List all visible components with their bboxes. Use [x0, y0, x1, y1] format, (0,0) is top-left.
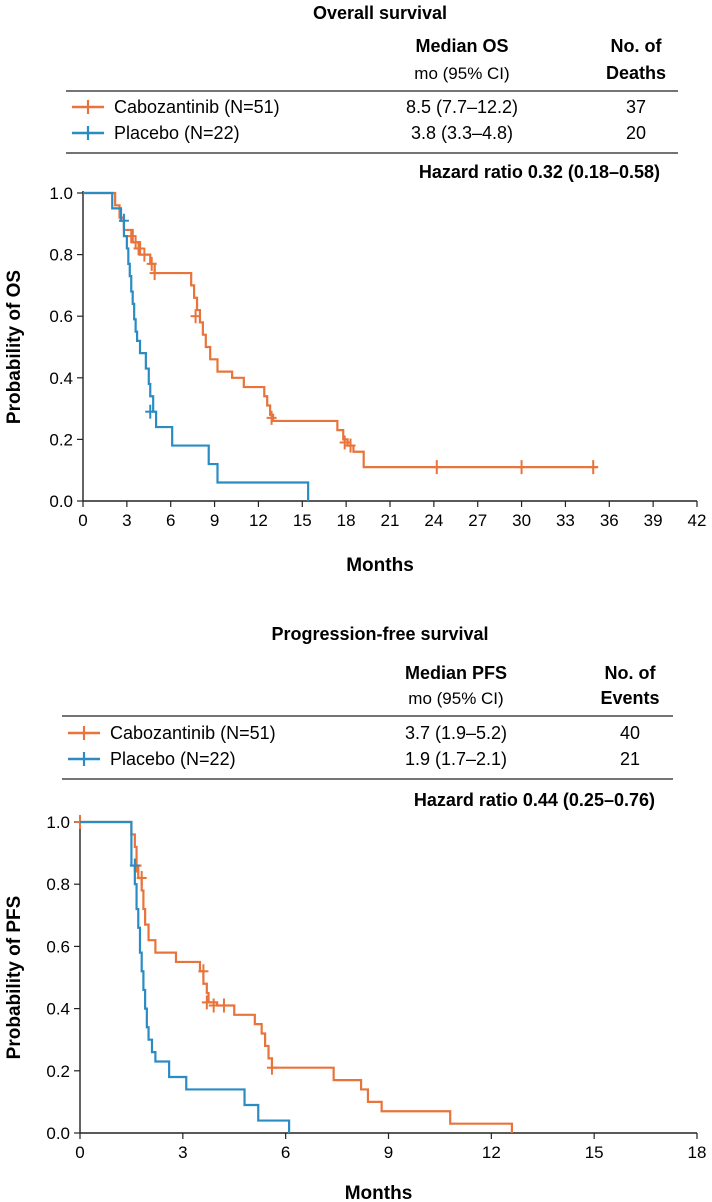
median-column-subheader: mo (95% CI): [408, 689, 503, 708]
x-tick-label: 0: [75, 1143, 84, 1162]
median-column-header: Median OS: [415, 36, 508, 56]
y-tick-label: 0.2: [46, 1062, 70, 1081]
x-tick-label: 21: [381, 511, 400, 530]
x-tick-label: 9: [384, 1143, 393, 1162]
median-column-header: Median PFS: [405, 663, 507, 683]
km-curve-placebo: [80, 820, 291, 1133]
legend-label: Cabozantinib (N=51): [114, 97, 280, 117]
median-value: 3.7 (1.9–5.2): [405, 723, 507, 743]
km-curve-placebo: [83, 191, 310, 501]
x-tick-label: 36: [600, 511, 619, 530]
median-value: 3.8 (3.3–4.8): [411, 123, 513, 143]
legend-label: Placebo (N=22): [114, 123, 240, 143]
hazard-ratio: Hazard ratio 0.32 (0.18–0.58): [419, 162, 660, 182]
x-tick-label: 24: [424, 511, 443, 530]
y-tick-label: 0.8: [46, 875, 70, 894]
x-axis-label: Months: [346, 555, 414, 576]
median-column-subheader: mo (95% CI): [414, 64, 509, 83]
y-tick-label: 0.0: [49, 492, 73, 511]
x-tick-label: 3: [178, 1143, 187, 1162]
x-tick-label: 15: [293, 511, 312, 530]
y-tick-label: 1.0: [49, 184, 73, 203]
y-tick-label: 0.2: [49, 430, 73, 449]
median-value: 1.9 (1.7–2.1): [405, 749, 507, 769]
x-tick-label: 30: [512, 511, 531, 530]
x-tick-label: 39: [644, 511, 663, 530]
count-value: 21: [620, 749, 640, 769]
median-value: 8.5 (7.7–12.2): [406, 97, 518, 117]
y-tick-label: 0.6: [49, 307, 73, 326]
count-column-header-line2: Deaths: [606, 63, 666, 83]
x-tick-label: 12: [249, 511, 268, 530]
x-tick-label: 18: [688, 1143, 707, 1162]
x-tick-label: 0: [78, 511, 87, 530]
count-column-header: No. of: [605, 663, 657, 683]
km-curve-cabozantinib: [80, 820, 513, 1133]
chart-title: Progression-free survival: [271, 624, 488, 644]
x-tick-label: 12: [482, 1143, 501, 1162]
os-panel: Overall survival Median OS mo (95% CI) No. …: [4, 3, 706, 576]
count-value: 37: [626, 97, 646, 117]
count-column-header-line2: Events: [600, 688, 659, 708]
x-tick-label: 27: [468, 511, 487, 530]
pfs-panel: Progression-free survival Median PFS mo (9…: [4, 624, 706, 1202]
y-tick-label: 0.4: [46, 1000, 70, 1019]
y-tick-label: 0.6: [46, 937, 70, 956]
count-value: 20: [626, 123, 646, 143]
count-value: 40: [620, 723, 640, 743]
y-tick-label: 0.4: [49, 369, 73, 388]
x-tick-label: 6: [281, 1143, 290, 1162]
x-tick-label: 15: [585, 1143, 604, 1162]
count-column-header: No. of: [611, 36, 663, 56]
legend-label: Cabozantinib (N=51): [110, 723, 276, 743]
x-tick-label: 3: [122, 511, 131, 530]
hazard-ratio: Hazard ratio 0.44 (0.25–0.76): [414, 790, 655, 810]
x-tick-label: 18: [337, 511, 356, 530]
y-axis-label: Probability of PFS: [4, 896, 25, 1060]
y-tick-label: 0.8: [49, 246, 73, 265]
y-axis-label: Probability of OS: [4, 270, 25, 424]
x-tick-label: 42: [688, 511, 707, 530]
y-tick-label: 0.0: [46, 1124, 70, 1143]
x-tick-label: 9: [210, 511, 219, 530]
legend-label: Placebo (N=22): [110, 749, 236, 769]
x-tick-label: 33: [556, 511, 575, 530]
y-tick-label: 1.0: [46, 813, 70, 832]
x-axis-label: Months: [345, 1183, 413, 1202]
chart-title: Overall survival: [313, 3, 447, 23]
x-tick-label: 6: [166, 511, 175, 530]
